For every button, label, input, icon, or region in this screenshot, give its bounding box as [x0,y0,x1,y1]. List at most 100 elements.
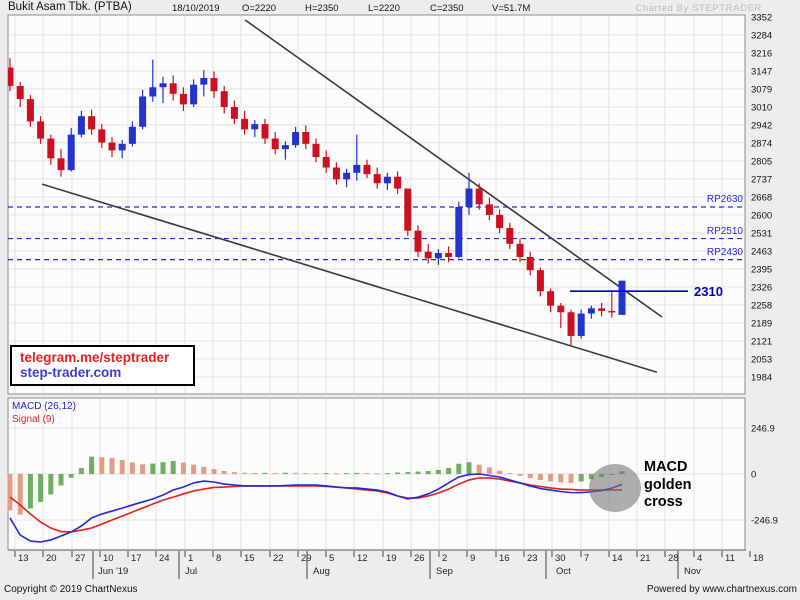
macd-histogram-bar [558,474,564,483]
svg-text:29: 29 [301,553,312,564]
trendlines [41,19,663,374]
svg-text:8: 8 [216,553,221,564]
svg-text:2874: 2874 [751,138,772,149]
macd-histogram-bar [293,472,299,474]
svg-text:11: 11 [725,553,735,564]
candle [404,188,412,231]
candle [200,78,208,85]
svg-text:30: 30 [555,553,566,564]
svg-text:2463: 2463 [751,246,772,257]
svg-text:20: 20 [46,553,57,564]
svg-text:14: 14 [612,553,623,564]
candle [526,257,534,271]
macd-histogram-bar [548,474,554,482]
macd-histogram-bar [78,468,84,474]
candle [424,251,432,259]
svg-text:2668: 2668 [751,193,772,204]
macd-histogram-bar [252,473,258,475]
svg-text:Jul: Jul [185,566,197,577]
svg-text:2600: 2600 [751,210,772,221]
macd-histogram-bar [160,462,166,474]
candle [516,243,524,257]
copyright-text: Copyright © 2019 ChartNexus [4,584,138,595]
candle [179,93,187,105]
candle [373,174,381,184]
macd-histogram-bar [384,473,390,475]
svg-text:18: 18 [753,553,764,564]
candle [312,143,320,157]
candle [149,87,157,97]
svg-text:1984: 1984 [751,373,772,384]
candle [26,99,34,122]
svg-text:17: 17 [131,553,142,564]
macd-histogram-bar [170,460,176,474]
candle [475,188,483,205]
svg-text:2531: 2531 [751,229,772,240]
charted-by-credit: Charted By STEPTRADER [635,3,762,14]
candle [506,228,514,244]
quote-volume: V=51.7M [492,3,531,14]
svg-text:Aug: Aug [313,566,330,577]
candle [220,91,228,107]
macd-histogram-bar [242,472,248,474]
candle [557,305,565,313]
golden-cross-annotation: MACD golden cross [644,459,692,510]
candle [190,84,198,105]
candle [8,67,14,86]
svg-text:2805: 2805 [751,156,772,167]
macd-histogram-bar [262,472,268,474]
svg-text:19: 19 [386,553,397,564]
svg-text:3284: 3284 [751,30,772,41]
candle [251,124,259,130]
candle [485,204,493,215]
macd-axis-labels: 246.9 0 -246.9 [751,424,778,527]
resistance-label-2630: RP2630 [706,194,743,205]
svg-text:2121: 2121 [751,336,772,347]
candle [302,132,310,144]
svg-text:16: 16 [499,553,510,564]
macd-histogram-bar [140,464,146,474]
candle [139,96,147,127]
candle [67,134,75,171]
price-axis-labels: 3352 3284 3216 3147 3079 3010 2942 2874 2805 2737… [751,13,772,384]
macd-histogram-bar [456,463,462,474]
candle [455,207,463,257]
macd-histogram-bar [48,474,54,495]
svg-text:13: 13 [18,553,29,564]
macd-indicator-label: MACD (26,12) [12,401,76,412]
svg-text:Oct: Oct [556,566,571,577]
candle [230,107,238,119]
macd-histogram-bar [446,468,452,474]
svg-text:2942: 2942 [751,120,772,131]
svg-text:7: 7 [584,553,589,564]
svg-text:3010: 3010 [751,103,772,114]
candle [169,83,177,94]
candle [383,176,391,184]
candle [16,85,24,100]
svg-text:10: 10 [103,553,114,564]
svg-text:26: 26 [414,553,425,564]
macd-histogram-bar [588,474,594,480]
candle [434,253,442,259]
quote-open: O=2220 [242,3,277,14]
quote-high: H=2350 [305,3,339,14]
candle [577,313,585,336]
candle [598,308,606,311]
svg-text:2395: 2395 [751,264,772,275]
macd-histogram-bar [323,473,329,475]
svg-text:Nov: Nov [684,566,701,577]
watermark-website-link: step-trader.com [20,365,122,380]
macd-histogram-bar [364,473,370,475]
candle [241,118,249,130]
macd-histogram-bar [272,473,278,475]
svg-text:27: 27 [75,553,86,564]
candle [547,291,555,306]
macd-histogram-bar [537,474,543,480]
macd-histogram-bar [89,456,95,474]
svg-text:246.9: 246.9 [751,424,775,435]
svg-text:3352: 3352 [751,13,772,24]
macd-histogram-bar [119,460,125,474]
macd-histogram-bar [344,473,350,475]
